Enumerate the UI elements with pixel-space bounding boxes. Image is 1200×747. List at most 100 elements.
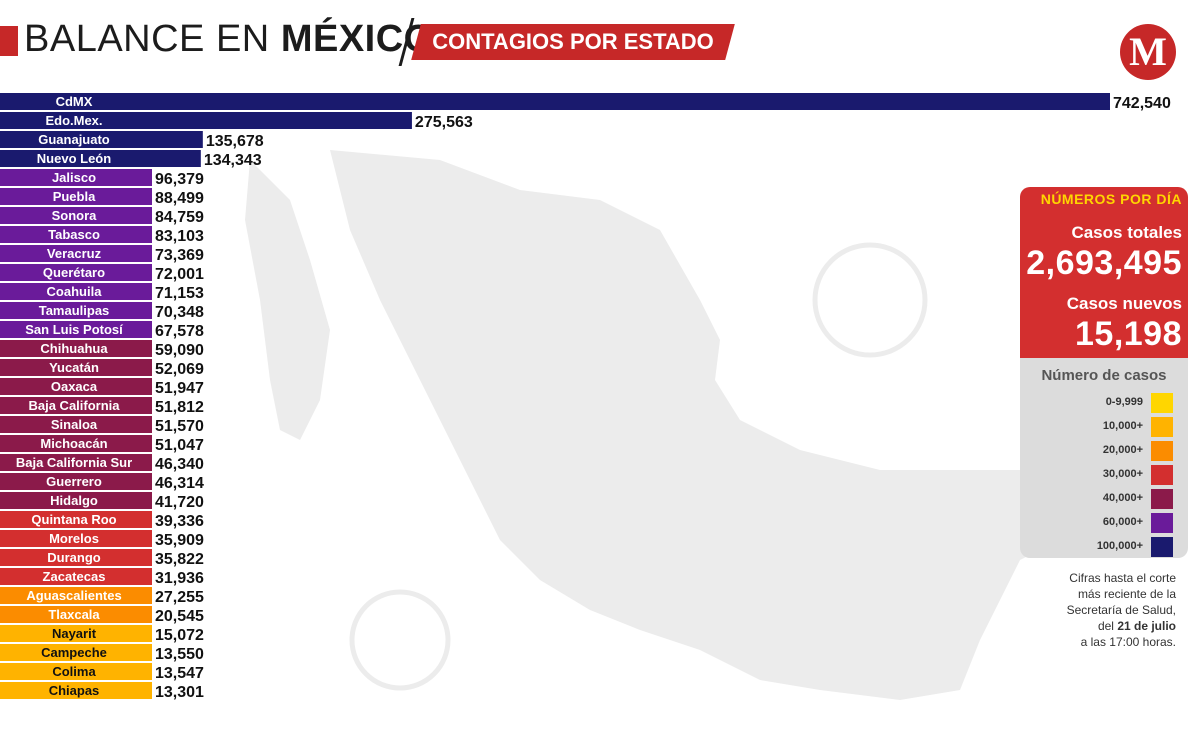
bar-category-label: Querétaro xyxy=(43,265,105,280)
legend-swatch xyxy=(1151,513,1173,533)
bar-value-label: 35,822 xyxy=(155,551,204,568)
bar-category-label: Morelos xyxy=(49,531,99,546)
bar-1 xyxy=(0,112,412,129)
legend-label: 0-9,999 xyxy=(1105,396,1143,408)
note-line: Secretaría de Salud, xyxy=(1066,603,1176,617)
bar-value-label: 46,314 xyxy=(155,475,204,492)
bar-value-label: 83,103 xyxy=(155,228,204,245)
bar-26 xyxy=(0,587,152,604)
bar-category-label: Jalisco xyxy=(52,170,96,185)
bar-2 xyxy=(0,131,203,148)
bar-0 xyxy=(0,93,1110,110)
mexico-map-shape xyxy=(330,150,1060,700)
bar-value-label: 35,909 xyxy=(155,532,204,549)
note-line: más reciente de la xyxy=(1077,587,1176,601)
legend-swatch xyxy=(1151,393,1173,413)
logo-letter: M xyxy=(1129,29,1167,74)
bar-category-label: Guerrero xyxy=(46,474,102,489)
legend-item: 100,000+ xyxy=(1030,537,1173,557)
legend-title: Número de casos xyxy=(1041,367,1167,384)
bar-value-label: 73,369 xyxy=(155,247,204,264)
bar-category-label: Nayarit xyxy=(52,626,97,641)
bar-category-label: Baja California xyxy=(28,398,120,413)
bar-24 xyxy=(0,549,152,566)
bar-29 xyxy=(0,644,152,661)
header-accent-bar xyxy=(0,26,18,56)
bar-category-label: Baja California Sur xyxy=(16,455,132,470)
bar-category-label: Sinaloa xyxy=(51,417,98,432)
bar-9 xyxy=(0,264,152,281)
total-cases-label: Casos totales xyxy=(1071,223,1182,242)
bar-category-label: Yucatán xyxy=(49,360,99,375)
bar-category-label: Aguascalientes xyxy=(26,588,121,603)
bar-value-label: 71,153 xyxy=(155,285,204,302)
bar-category-label: Chihuahua xyxy=(40,341,108,356)
bar-value-label: 13,301 xyxy=(155,684,204,701)
bar-value-label: 52,069 xyxy=(155,361,204,378)
bar-value-label: 59,090 xyxy=(155,342,204,359)
bar-22 xyxy=(0,511,152,528)
bar-category-label: Puebla xyxy=(53,189,96,204)
legend-swatch xyxy=(1151,489,1173,509)
bar-category-label: Michoacán xyxy=(40,436,107,451)
bar-value-label: 39,336 xyxy=(155,513,204,530)
bar-19 xyxy=(0,454,152,471)
bar-category-label: Nuevo León xyxy=(37,151,111,166)
bar-category-label: Sonora xyxy=(52,208,98,223)
bar-20 xyxy=(0,473,152,490)
bar-value-label: 135,678 xyxy=(206,133,264,150)
bar-category-label: Hidalgo xyxy=(50,493,98,508)
bar-category-label: Durango xyxy=(47,550,101,565)
note-date: 21 de julio xyxy=(1117,619,1176,633)
total-cases-value: 2,693,495 xyxy=(1026,244,1182,282)
note-date-prefix: del xyxy=(1097,619,1118,633)
bar-value-label: 13,547 xyxy=(155,665,204,682)
bar-category-label: Guanajuato xyxy=(38,132,110,147)
bar-value-label: 88,499 xyxy=(155,190,204,207)
legend-item: 20,000+ xyxy=(1030,441,1173,461)
bar-value-label: 67,578 xyxy=(155,323,204,340)
bar-value-label: 51,812 xyxy=(155,399,204,416)
bar-value-label: 51,047 xyxy=(155,437,204,454)
legend-swatch xyxy=(1151,537,1173,557)
bar-category-label: Chiapas xyxy=(49,683,100,698)
bar-17 xyxy=(0,416,152,433)
legend-item: 10,000+ xyxy=(1030,417,1173,437)
legend-label: 30,000+ xyxy=(1102,468,1143,480)
title-light: BALANCE EN xyxy=(24,18,281,60)
bar-16 xyxy=(0,397,152,414)
bar-12 xyxy=(0,321,152,338)
bar-category-label: Campeche xyxy=(41,645,107,660)
bar-13 xyxy=(0,340,152,357)
page-subtitle: CONTAGIOS POR ESTADO xyxy=(432,29,714,54)
bar-value-label: 70,348 xyxy=(155,304,204,321)
bar-value-label: 134,343 xyxy=(204,152,262,169)
bar-value-label: 51,947 xyxy=(155,380,204,397)
bar-11 xyxy=(0,302,152,319)
bar-category-label: Tlaxcala xyxy=(48,607,100,622)
bar-value-label: 742,540 xyxy=(1113,95,1171,112)
legend-swatch xyxy=(1151,465,1173,485)
bar-category-label: CdMX xyxy=(56,94,93,109)
bar-23 xyxy=(0,530,152,547)
bar-value-label: 20,545 xyxy=(155,608,204,625)
brand-logo: M xyxy=(1120,24,1176,80)
bar-value-label: 84,759 xyxy=(155,209,204,226)
source-note: Cifras hasta el corte más reciente de la… xyxy=(996,570,1176,650)
bar-18 xyxy=(0,435,152,452)
legend-label: 10,000+ xyxy=(1102,420,1143,432)
bar-8 xyxy=(0,245,152,262)
bar-category-label: Veracruz xyxy=(47,246,102,261)
bar-value-label: 72,001 xyxy=(155,266,204,283)
bar-6 xyxy=(0,207,152,224)
daily-numbers-heading: NÚMEROS POR DÍA xyxy=(1040,191,1182,207)
new-cases-value: 15,198 xyxy=(1075,315,1182,353)
bar-value-label: 15,072 xyxy=(155,627,204,644)
baja-peninsula-shape xyxy=(245,160,330,440)
note-line: Cifras hasta el corte xyxy=(1069,571,1176,585)
legend-swatch xyxy=(1151,441,1173,461)
bar-value-label: 51,570 xyxy=(155,418,204,435)
bar-4 xyxy=(0,169,152,186)
